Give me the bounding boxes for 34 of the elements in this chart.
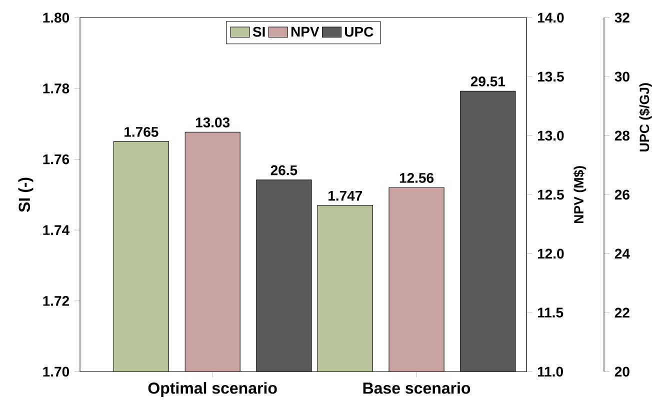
y2-tick-label: 14.0 <box>538 12 564 23</box>
legend-label: SI <box>252 26 265 37</box>
data-label: 12.56 <box>400 172 434 183</box>
data-label: 29.51 <box>470 76 506 86</box>
y-tick-label: 1.72 <box>43 296 70 306</box>
y-tick-label: 1.74 <box>43 225 70 235</box>
y3-tick-label: 22 <box>614 308 630 318</box>
data-label: 13.03 <box>196 117 230 128</box>
y2-tick-label: 12.5 <box>538 190 564 200</box>
y-tick-label: 1.80 <box>43 12 70 23</box>
y-tick-label: 1.76 <box>43 154 70 164</box>
y-tick-label: 1.70 <box>43 366 70 377</box>
y2-tick-label: 11.5 <box>538 308 564 318</box>
data-label: 26.5 <box>270 165 298 176</box>
data-label: 1.747 <box>328 190 362 201</box>
y2-tick-label: 11.0 <box>538 366 563 377</box>
y2-tick-label: 13.5 <box>538 72 564 82</box>
y3-tick-label: 32 <box>614 12 630 23</box>
y3-tick-label: 20 <box>614 366 630 377</box>
legend-label: NPV <box>291 26 320 37</box>
y3-tick-label: 28 <box>614 130 630 141</box>
y3-tick-label: 24 <box>614 248 630 259</box>
y2-tick-label: 13.0 <box>538 130 564 141</box>
y-tick-label: 1.78 <box>43 84 70 94</box>
x-tick-label: Optimal scenario <box>148 382 277 397</box>
y2-tick-label: 12.0 <box>538 248 564 259</box>
y3-tick-label: 26 <box>614 190 630 200</box>
y2-axis-title: NPV (M$) <box>573 166 586 224</box>
x-tick-label: Base scenario <box>363 382 470 394</box>
data-label: 1.765 <box>124 126 158 137</box>
y-axis-title: SI (-) <box>18 178 34 212</box>
y3-axis-title: UPC ($/GJ) <box>639 83 652 152</box>
y3-tick-label: 30 <box>614 72 630 82</box>
legend-label: UPC <box>344 26 374 37</box>
